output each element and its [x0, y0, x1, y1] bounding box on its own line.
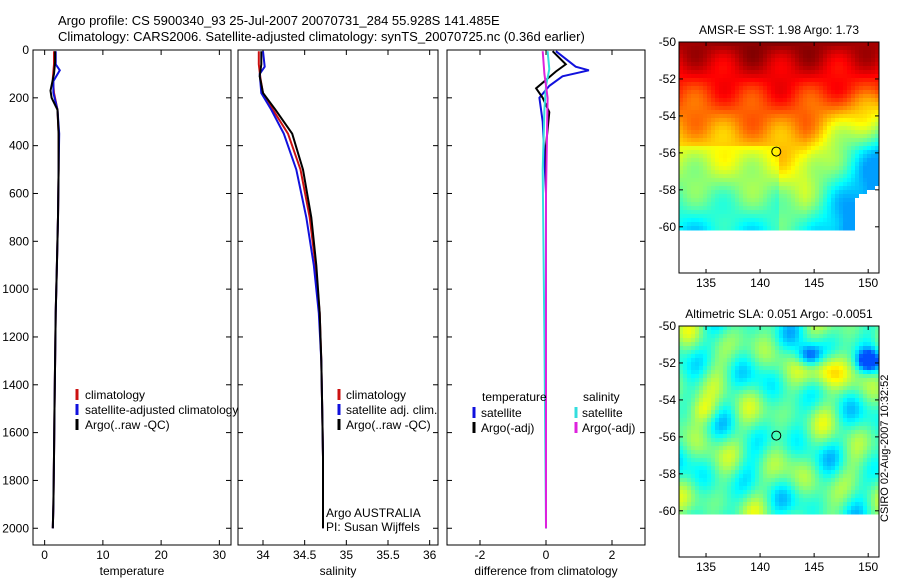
sla-map-argo-position-marker	[771, 430, 782, 441]
sst-map-argo-position-marker	[771, 146, 782, 157]
sst-map-xtick-label: 140	[750, 276, 770, 290]
sst-map-ytick-label: -58	[659, 183, 677, 197]
difference-xtick-label: 2	[609, 548, 616, 562]
salinity-xlabel: salinity	[320, 564, 357, 578]
difference-series-satellite	[541, 51, 551, 529]
temperature-xtick-label: 0	[41, 548, 48, 562]
salinity-series-satellite-adj-clim-	[258, 51, 324, 529]
sst-map-xtick-label: 150	[858, 276, 878, 290]
sst-map-title: AMSR-E SST: 1.98 Argo: 1.73	[699, 23, 859, 37]
temperature-ytick-label: 1800	[2, 473, 29, 487]
temperature-ytick-label: 400	[9, 139, 29, 153]
footer-timestamp: CSIRO 02-Aug-2007 10:32:52	[879, 374, 891, 522]
salinity-xtick-label: 34	[256, 548, 270, 562]
temperature-ytick-label: 1200	[2, 330, 29, 344]
sst-map-heatmap-cells	[679, 42, 880, 231]
temperature-xtick-label: 10	[96, 548, 110, 562]
salinity-annotation-line1: Argo AUSTRALIA	[326, 506, 421, 520]
sla-map-heatmap-cells	[679, 326, 880, 515]
salinity-legend-entry: Argo(..raw -QC)	[346, 418, 431, 432]
sla-map-xtick-label: 140	[750, 560, 770, 574]
temperature-ytick-label: 0	[22, 43, 29, 57]
sst-map-ytick-label: -52	[659, 72, 677, 86]
temperature-xtick-label: 20	[154, 548, 168, 562]
salinity-series-climatology	[257, 51, 324, 529]
salinity-legend-entry: satellite adj. clim.	[346, 403, 437, 417]
sst-map-ytick-label: -50	[659, 35, 677, 49]
plot-title-line1: Argo profile: CS 5900340_93 25-Jul-2007 …	[58, 13, 500, 28]
difference-legend-title-temperature: temperature	[482, 390, 547, 404]
salinity-xtick-label: 35	[340, 548, 354, 562]
difference-legend-entry-temperature: Argo(-adj)	[481, 421, 534, 435]
difference-xtick-label: 0	[543, 548, 550, 562]
plot-title-line2: Climatology: CARS2006. Satellite-adjuste…	[58, 29, 585, 44]
temperature-legend-entry: satellite-adjusted climatology	[85, 403, 238, 417]
sla-map-title: Altimetric SLA: 0.051 Argo: -0.0051	[685, 307, 873, 321]
difference-legend-entry-salinity: satellite	[582, 406, 623, 420]
temperature-ytick-label: 1000	[2, 282, 29, 296]
sla-map-ytick-label: -52	[659, 356, 677, 370]
salinity-xtick-label: 35.5	[376, 548, 400, 562]
difference-legend-title-salinity: salinity	[583, 390, 620, 404]
salinity-axes-frame	[237, 49, 439, 546]
salinity-xtick-label: 34.5	[293, 548, 317, 562]
temperature-ytick-label: 1600	[2, 426, 29, 440]
temperature-ytick-label: 600	[9, 186, 29, 200]
difference-legend-entry-salinity: Argo(-adj)	[582, 421, 635, 435]
salinity-annotation-line2: PI: Susan Wijffels	[326, 520, 420, 534]
temperature-xtick-label: 30	[213, 548, 227, 562]
sst-map-xtick-label: 135	[696, 276, 716, 290]
salinity-xtick-label: 36	[423, 548, 437, 562]
temperature-ytick-label: 2000	[2, 521, 29, 535]
temperature-series-argo-raw-qc-	[49, 51, 60, 529]
salinity-legend-entry: climatology	[346, 388, 406, 402]
sst-map-ytick-label: -56	[659, 146, 677, 160]
sla-map-xtick-label: 145	[804, 560, 824, 574]
temperature-legend-entry: climatology	[85, 388, 145, 402]
sst-map-ytick-label: -60	[659, 220, 677, 234]
sst-map-xtick-label: 145	[804, 276, 824, 290]
temperature-xlabel: temperature	[100, 564, 165, 578]
sla-map-ytick-label: -50	[659, 319, 677, 333]
temperature-axes-frame	[32, 49, 232, 546]
temperature-ytick-label: 1400	[2, 378, 29, 392]
sst-map-axes-frame	[678, 41, 880, 274]
difference-series-argo-adj-	[541, 51, 549, 529]
temperature-ytick-label: 200	[9, 91, 29, 105]
difference-legend-entry-temperature: satellite	[481, 406, 522, 420]
sla-map-xtick-label: 135	[696, 560, 716, 574]
difference-xtick-label: -2	[475, 548, 486, 562]
sla-map-ytick-label: -58	[659, 467, 677, 481]
difference-series-argo-adj-	[534, 50, 568, 529]
sla-map-ytick-label: -60	[659, 504, 677, 518]
sst-map-ytick-label: -54	[659, 109, 677, 123]
temperature-legend-entry: Argo(..raw -QC)	[85, 418, 170, 432]
salinity-series-argo-raw-qc-	[258, 51, 324, 529]
difference-xlabel: difference from climatology	[474, 564, 617, 578]
sla-map-ytick-label: -56	[659, 430, 677, 444]
temperature-ytick-label: 800	[9, 234, 29, 248]
sla-map-ytick-label: -54	[659, 393, 677, 407]
sla-map-axes-frame	[678, 325, 880, 558]
sla-map-xtick-label: 150	[858, 560, 878, 574]
